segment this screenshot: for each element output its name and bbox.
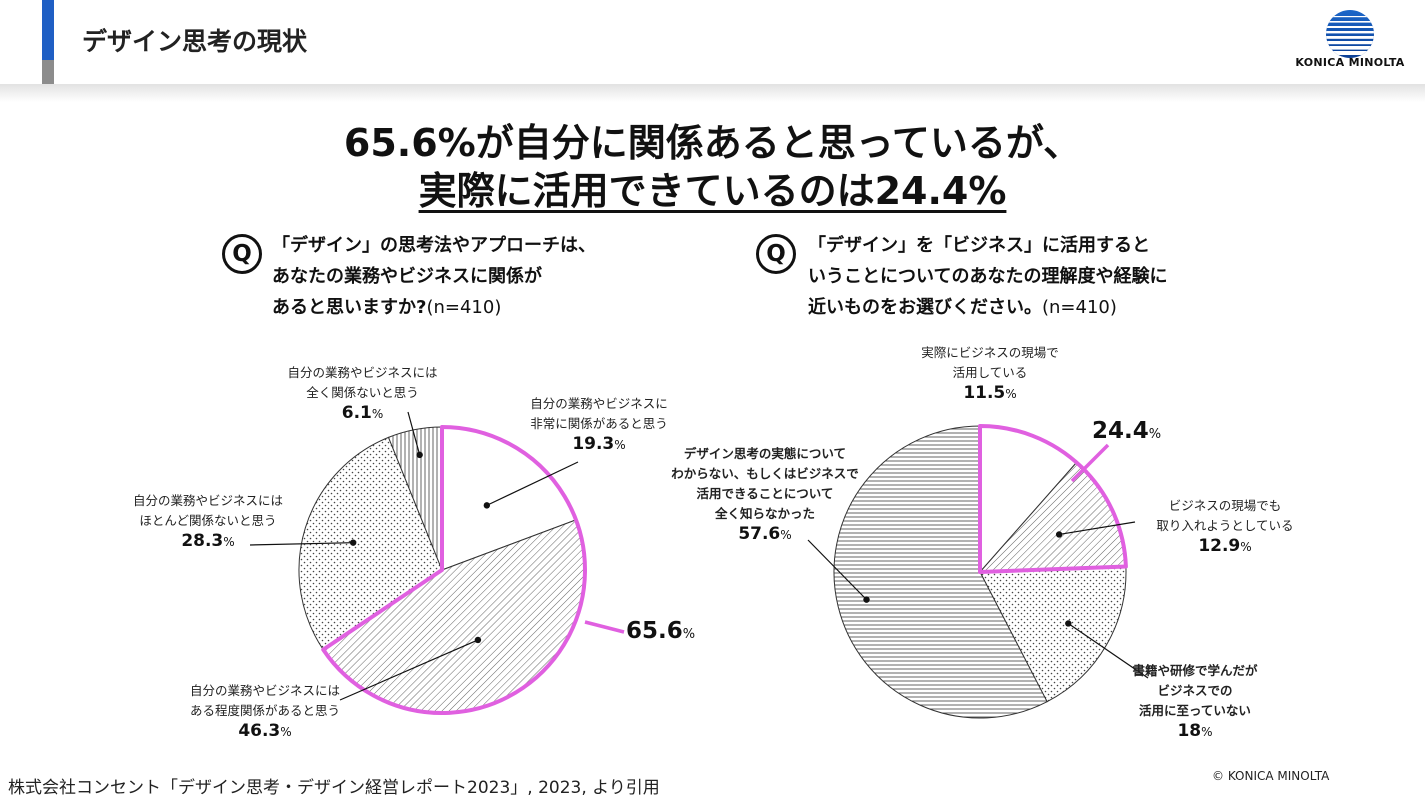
leader-line-left-0 [486, 461, 579, 506]
question-right-n: (n=410) [1042, 297, 1117, 318]
konica-minolta-globe-icon [1326, 10, 1374, 58]
slice-label-right-3-line2: わからない、もしくはビジネスで [671, 466, 859, 481]
highlight-unit-left: % [682, 627, 696, 642]
leader-line-right-3 [807, 539, 867, 601]
header-accent-bar-gray [42, 60, 54, 84]
slice-unit-left-1: % [280, 725, 292, 739]
headline-line2: 実際に活用できているのは24.4% [0, 160, 1425, 215]
slice-label-left-1-line2: ある程度関係があると思う [189, 703, 340, 718]
question-right: 「デザイン」を「ビジネス」に活用すると いうことについてのあなたの理解度や経験に… [808, 230, 1167, 323]
pie-slice-left-2 [298, 436, 443, 651]
slice-label-right-2-line1: 書籍や研修で学んだが [1132, 663, 1258, 678]
question-left-n: (n=410) [426, 297, 502, 318]
slice-value-right-0: 11.5 [963, 383, 1006, 403]
page-header: デザイン思考の現状 KONICA MINOLTA [0, 0, 1425, 84]
slice-label-right-1: ビジネスの現場でも 取り入れようとしている 12.9% [1140, 496, 1310, 557]
header-accent-bar [42, 0, 54, 60]
slice-label-right-0-line2: 活用している [952, 365, 1028, 380]
question-left-line2: あなたの業務やビジネスに関係が [272, 266, 542, 287]
slice-label-left-3: 自分の業務やビジネスには 全く関係ないと思う 6.1% [270, 363, 455, 424]
slice-label-right-0-line1: 実際にビジネスの現場で [921, 345, 1059, 360]
slice-label-right-0: 実際にビジネスの現場で 活用している 11.5% [900, 343, 1080, 404]
slice-label-right-3-line1: デザイン思考の実態について [683, 446, 847, 461]
leader-lines [249, 411, 1149, 701]
slice-label-right-1-line2: 取り入れようとしている [1156, 518, 1294, 533]
highlight-leader-right [1070, 443, 1110, 483]
pie-slice-right-3 [833, 425, 1048, 719]
slice-label-right-2: 書籍や研修で学んだが ビジネスでの 活用に至っていない 18% [1110, 661, 1280, 742]
slice-value-right-3: 57.6 [738, 524, 781, 544]
headline-line1: 65.6%が自分に関係あると思っているが、 [343, 121, 1082, 165]
slice-value-right-2: 18 [1177, 721, 1202, 741]
slice-label-left-0-line2: 非常に関係があると思う [530, 416, 668, 431]
question-right-line3: 近いものをお選びください。 [808, 297, 1042, 318]
question-right-line2: いうことについてのあなたの理解度や経験に [808, 266, 1168, 287]
slice-label-right-3-line4: 全く知らなかった [714, 506, 815, 521]
slice-label-left-2: 自分の業務やビジネスには ほとんど関係ないと思う 28.3% [118, 491, 298, 552]
question-icon-left: Q [222, 234, 262, 274]
header-shadow [0, 84, 1425, 102]
slice-unit-right-2: % [1201, 725, 1213, 739]
leader-line-right-2 [1067, 622, 1149, 679]
slice-value-right-1: 12.9 [1198, 536, 1241, 556]
leader-line-left-3 [407, 411, 421, 456]
slice-value-left-1: 46.3 [238, 721, 281, 741]
slice-unit-right-0: % [1005, 387, 1017, 401]
slice-label-left-2-line1: 自分の業務やビジネスには [132, 493, 283, 508]
slice-label-right-1-line1: ビジネスの現場でも [1168, 498, 1282, 513]
highlight-value-right: 24.4 [1092, 418, 1149, 444]
slice-unit-right-3: % [780, 528, 792, 542]
pie-slice-right-2 [979, 565, 1127, 703]
slice-label-left-2-line2: ほとんど関係ないと思う [139, 513, 277, 528]
source-citation: 株式会社コンセント「デザイン思考・デザイン経営レポート2023」, 2023, … [8, 778, 660, 798]
slice-label-left-0: 自分の業務やビジネスに 非常に関係があると思う 19.3% [524, 394, 674, 455]
slice-label-right-3: デザイン思考の実態について わからない、もしくはビジネスで 活用できることについ… [660, 444, 870, 545]
question-left: 「デザイン」の思考法やアプローチは、 あなたの業務やビジネスに関係が あると思い… [272, 230, 596, 323]
slice-unit-right-1: % [1240, 540, 1252, 554]
slice-label-left-1: 自分の業務やビジネスには ある程度関係があると思う 46.3% [175, 681, 355, 742]
page-title: デザイン思考の現状 [82, 27, 308, 56]
highlight-outline-left [321, 425, 587, 715]
highlight-outline-right [978, 424, 1128, 574]
leader-line-left-1 [339, 639, 479, 701]
highlight-total-right: 24.4% [1092, 418, 1161, 444]
copyright: © KONICA MINOLTA [1212, 769, 1330, 783]
question-icon-right: Q [756, 234, 796, 274]
slice-label-left-3-line2: 全く関係ないと思う [306, 385, 419, 400]
slice-value-left-2: 28.3 [181, 531, 224, 551]
slice-unit-left-2: % [223, 535, 235, 549]
question-right-line1: 「デザイン」を「ビジネス」に活用すると [808, 235, 1150, 256]
slice-label-left-3-line1: 自分の業務やビジネスには [287, 365, 438, 380]
pie-chart-left [298, 425, 587, 715]
highlight-value-left: 65.6 [626, 618, 683, 644]
headline-line2-text: 実際に活用できているのは24.4% [418, 169, 1007, 213]
slice-value-left-0: 19.3 [572, 434, 615, 454]
slice-label-right-2-line3: 活用に至っていない [1139, 703, 1251, 718]
slice-label-right-3-line3: 活用できることについて [696, 486, 834, 501]
leader-line-left-2 [249, 542, 354, 546]
slice-label-right-2-line2: ビジネスでの [1157, 683, 1233, 698]
slice-unit-left-3: % [371, 407, 384, 421]
pie-chart-right [833, 424, 1128, 719]
slice-label-left-1-line1: 自分の業務やビジネスには [189, 683, 340, 698]
highlight-total-left: 65.6% [626, 618, 695, 644]
slice-unit-left-0: % [614, 438, 626, 452]
highlight-unit-right: % [1148, 427, 1162, 442]
question-left-line3: あると思いますか? [272, 297, 427, 318]
logo-wordmark: KONICA MINOLTA [1295, 56, 1405, 69]
question-left-line1: 「デザイン」の思考法やアプローチは、 [272, 235, 596, 256]
highlight-leader-left [584, 620, 625, 634]
slice-value-left-3: 6.1 [341, 403, 372, 423]
slice-label-left-0-line1: 自分の業務やビジネスに [530, 396, 668, 411]
leader-line-right-1 [1059, 521, 1136, 536]
